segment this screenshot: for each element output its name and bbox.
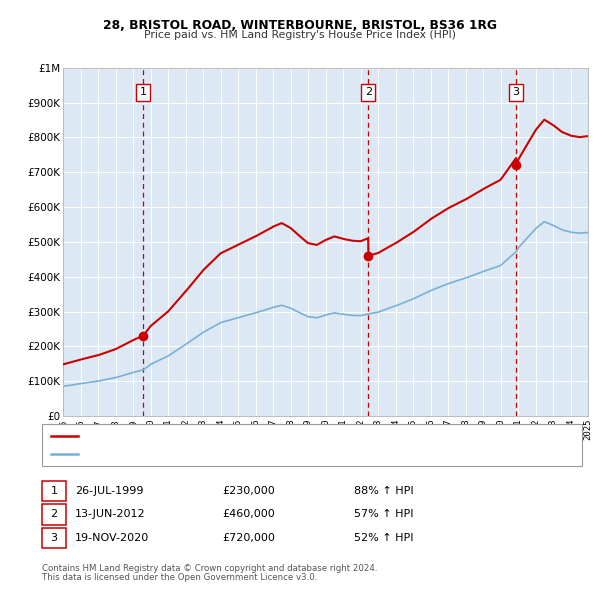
Text: 3: 3 [512,87,520,97]
Text: HPI: Average price, detached house, South Gloucestershire: HPI: Average price, detached house, Sout… [83,449,372,459]
Text: £460,000: £460,000 [222,510,275,519]
Text: This data is licensed under the Open Government Licence v3.0.: This data is licensed under the Open Gov… [42,573,317,582]
Text: 28, BRISTOL ROAD, WINTERBOURNE, BRISTOL, BS36 1RG: 28, BRISTOL ROAD, WINTERBOURNE, BRISTOL,… [103,19,497,32]
Text: 13-JUN-2012: 13-JUN-2012 [75,510,146,519]
Text: 2: 2 [365,87,372,97]
Text: Contains HM Land Registry data © Crown copyright and database right 2024.: Contains HM Land Registry data © Crown c… [42,564,377,573]
Text: 28, BRISTOL ROAD, WINTERBOURNE, BRISTOL, BS36 1RG (detached house): 28, BRISTOL ROAD, WINTERBOURNE, BRISTOL,… [83,431,454,441]
Text: Price paid vs. HM Land Registry's House Price Index (HPI): Price paid vs. HM Land Registry's House … [144,30,456,40]
Text: 1: 1 [139,87,146,97]
Text: 57% ↑ HPI: 57% ↑ HPI [354,510,413,519]
Text: 26-JUL-1999: 26-JUL-1999 [75,486,143,496]
Text: £720,000: £720,000 [222,533,275,543]
Text: 52% ↑ HPI: 52% ↑ HPI [354,533,413,543]
Text: 1: 1 [50,486,58,496]
Text: 2: 2 [50,510,58,519]
Text: 3: 3 [50,533,58,543]
Text: 19-NOV-2020: 19-NOV-2020 [75,533,149,543]
Text: £230,000: £230,000 [222,486,275,496]
Text: 88% ↑ HPI: 88% ↑ HPI [354,486,413,496]
